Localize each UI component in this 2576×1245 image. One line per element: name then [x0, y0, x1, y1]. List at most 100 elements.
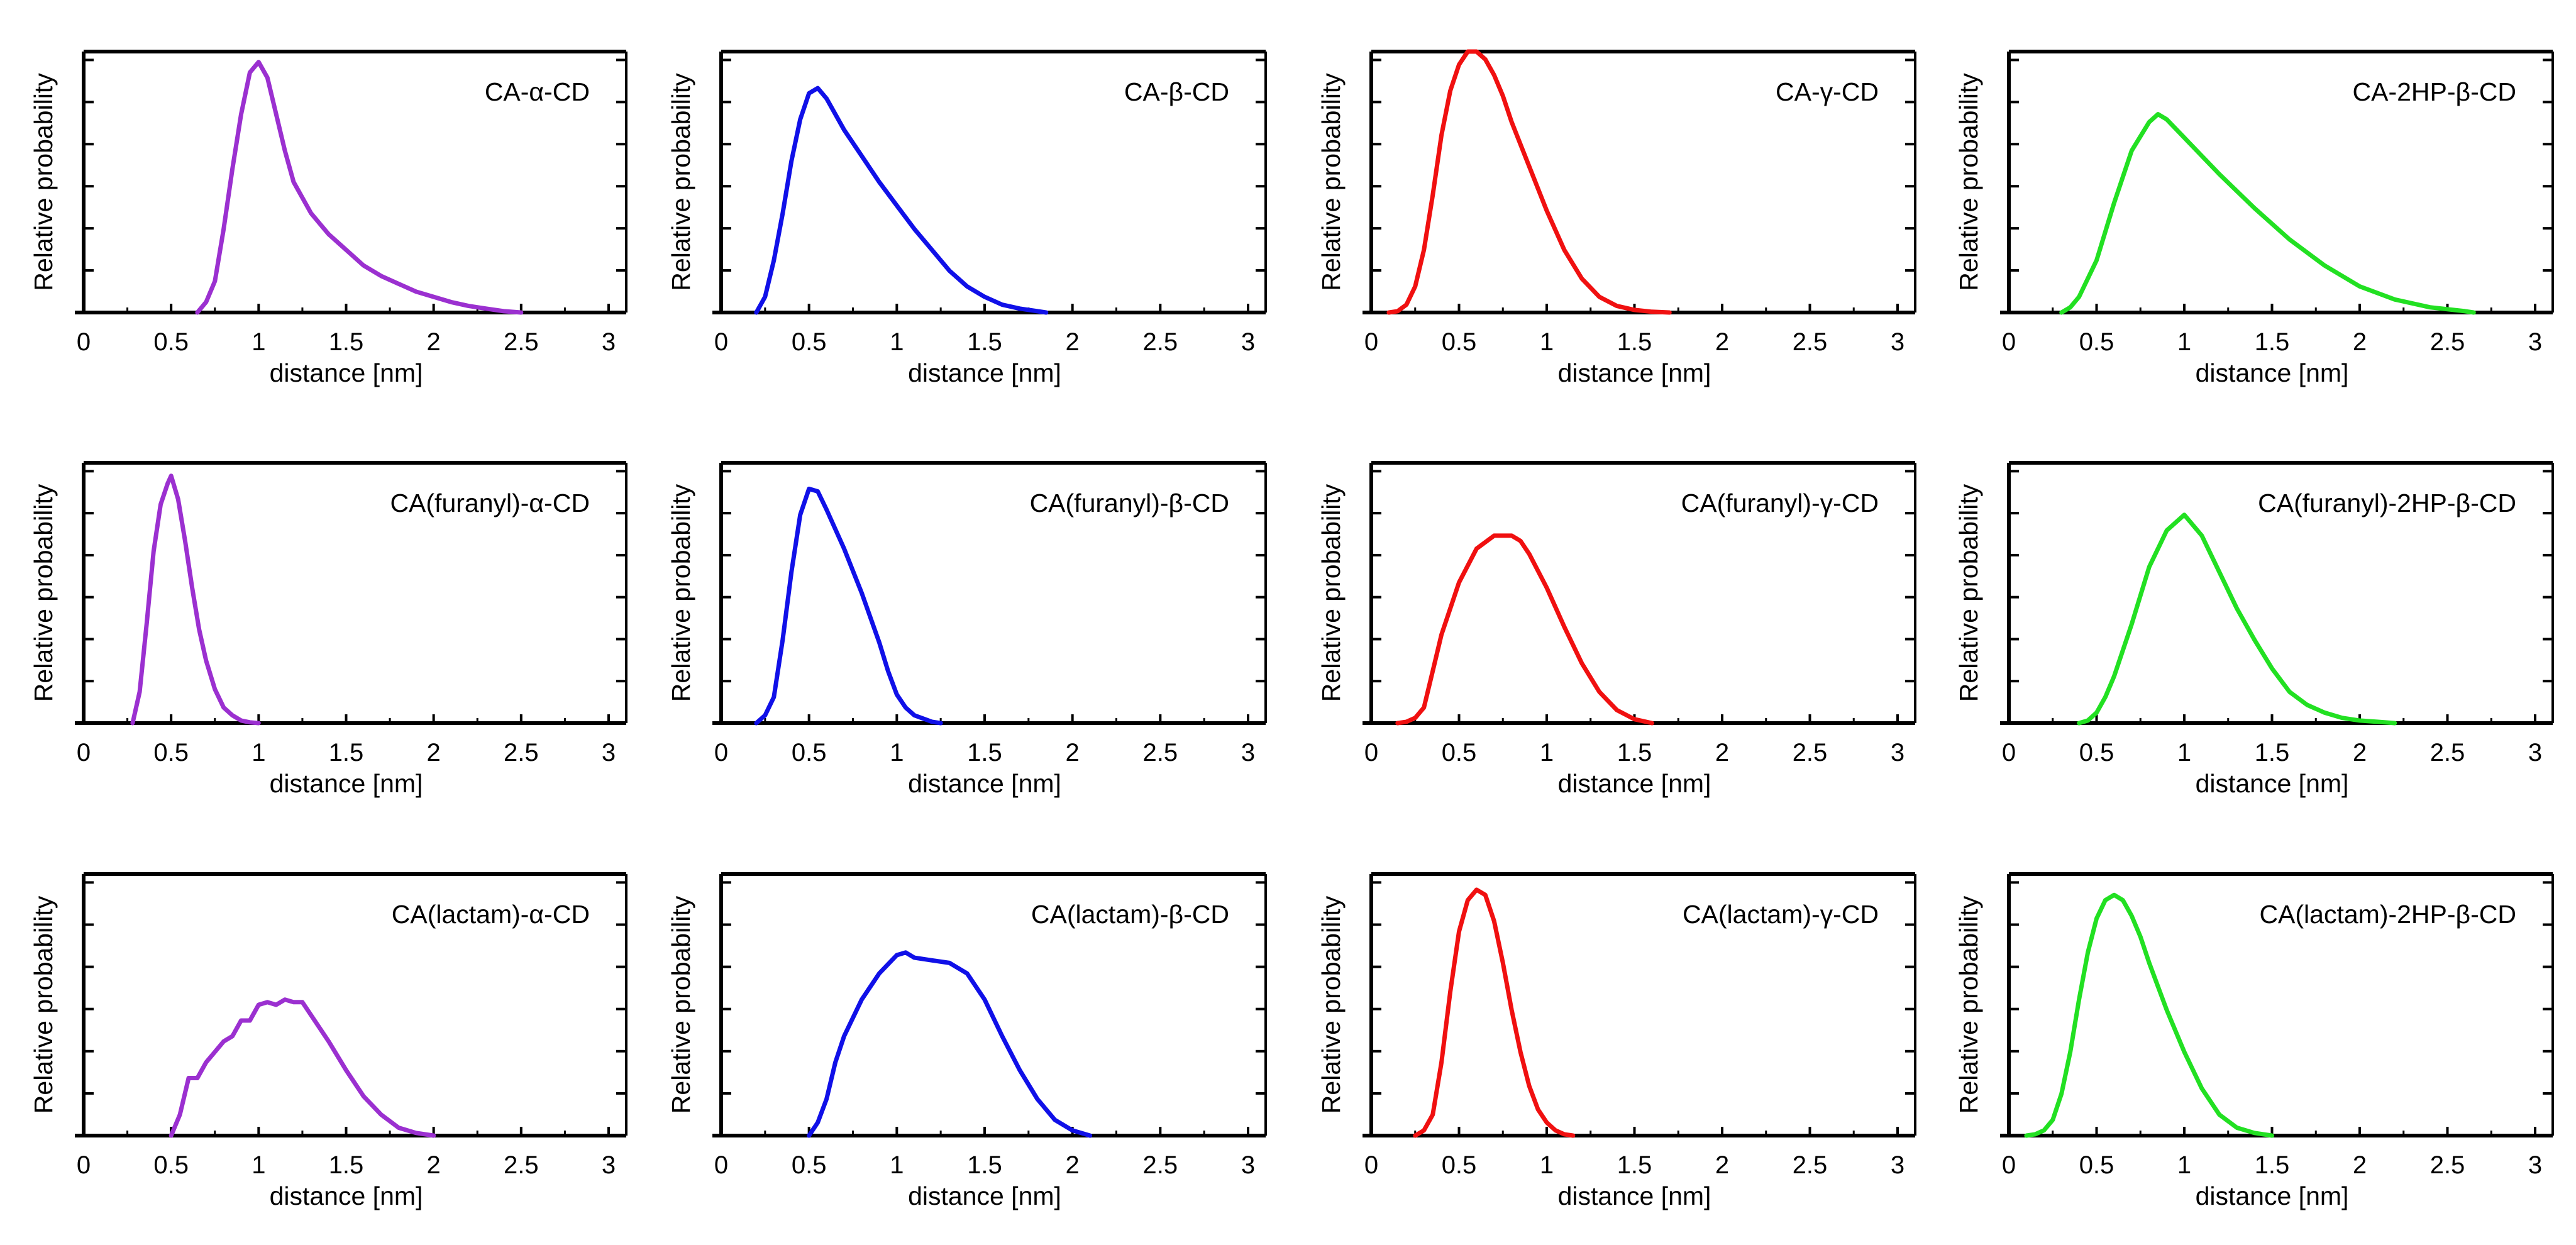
x-tick-label: 2.5 — [1793, 1151, 1828, 1179]
x-tick-label: 1.5 — [2255, 1151, 2290, 1179]
x-tick-label: 0 — [1364, 328, 1378, 356]
x-tick-label: 2.5 — [2430, 328, 2465, 356]
x-tick-label: 0.5 — [792, 328, 827, 356]
series-line — [754, 486, 943, 726]
x-tick-label: 0.5 — [153, 328, 189, 356]
x-tick-label: 3 — [602, 739, 616, 766]
panel-7: 0 0.5 1 1.5 2 2.5 3 distance [nm] Relative proba… — [1317, 461, 1916, 798]
x-axis-label: distance [nm] — [908, 358, 1061, 387]
y-axis-label: Relative probability — [1954, 484, 1983, 702]
x-axis-label: distance [nm] — [1558, 358, 1711, 387]
x-tick-label: 1 — [2177, 1151, 2191, 1179]
x-tick-label: 2.5 — [1143, 739, 1178, 766]
x-tick-label: 2.5 — [504, 1151, 539, 1179]
panel-title: CA(lactam)-2HP-β-CD — [2259, 900, 2516, 929]
x-tick-label: 3 — [1241, 328, 1255, 356]
x-tick-label: 1.5 — [329, 739, 364, 766]
x-tick-label: 1 — [252, 328, 265, 356]
series-line — [2024, 892, 2274, 1138]
x-tick-label: 3 — [602, 1151, 616, 1179]
y-axis-label: Relative probability — [666, 73, 695, 291]
x-tick-label: 0 — [714, 739, 728, 766]
x-tick-label: 1.5 — [329, 1151, 364, 1179]
x-tick-label: 2 — [427, 739, 441, 766]
x-tick-label: 0.5 — [1442, 328, 1477, 356]
x-tick-label: 0 — [2002, 1151, 2016, 1179]
x-tick-label: 2 — [2353, 739, 2367, 766]
x-tick-label: 0.5 — [2079, 1151, 2114, 1179]
x-tick-label: 1 — [890, 328, 904, 356]
x-tick-label: 1 — [890, 1151, 904, 1179]
y-axis-label: Relative probability — [1954, 73, 1983, 291]
x-tick-label: 0 — [714, 328, 728, 356]
x-axis-label: distance [nm] — [1558, 1181, 1711, 1210]
panel-6: 0 0.5 1 1.5 2 2.5 3 distance [nm] Relative proba… — [666, 461, 1267, 798]
x-tick-label: 3 — [1891, 328, 1904, 356]
x-tick-label: 2 — [427, 328, 441, 356]
x-tick-label: 0.5 — [2079, 739, 2114, 766]
x-tick-label: 2 — [1715, 328, 1729, 356]
x-tick-label: 0 — [1364, 1151, 1378, 1179]
panel-title: CA(furanyl)-α-CD — [390, 489, 590, 517]
x-axis-label: distance [nm] — [908, 1181, 1061, 1210]
panel-2: 0 0.5 1 1.5 2 2.5 3 distance [nm] Relative proba… — [666, 50, 1267, 387]
x-tick-label: 2.5 — [504, 739, 539, 766]
x-tick-label: 0.5 — [792, 1151, 827, 1179]
x-tick-label: 2 — [2353, 1151, 2367, 1179]
panel-11: 0 0.5 1 1.5 2 2.5 3 distance [nm] Relative proba… — [1317, 872, 1916, 1210]
x-tick-label: 2 — [1715, 1151, 1729, 1179]
panel-title: CA(lactam)-α-CD — [392, 900, 590, 929]
x-tick-label: 3 — [2528, 328, 2542, 356]
x-tick-label: 1 — [2177, 739, 2191, 766]
x-tick-label: 1.5 — [967, 739, 1002, 766]
x-axis-label: distance [nm] — [2196, 358, 2349, 387]
series-line — [1413, 887, 1576, 1138]
y-axis-label: Relative probability — [666, 484, 695, 702]
x-tick-label: 0 — [2002, 739, 2016, 766]
x-tick-label: 2 — [1066, 739, 1080, 766]
x-tick-label: 1 — [252, 739, 265, 766]
y-axis-label: Relative probability — [29, 484, 58, 702]
x-tick-label: 2.5 — [2430, 739, 2465, 766]
y-axis-label: Relative probability — [666, 895, 695, 1114]
x-tick-label: 0.5 — [153, 1151, 189, 1179]
x-tick-label: 0 — [77, 328, 91, 356]
series-line — [807, 950, 1093, 1138]
x-tick-label: 1 — [1540, 739, 1554, 766]
panel-8: 0 0.5 1 1.5 2 2.5 3 distance [nm] Relative proba… — [1954, 461, 2554, 798]
series-line — [2077, 512, 2397, 726]
x-tick-label: 1 — [890, 739, 904, 766]
x-tick-label: 3 — [1891, 739, 1904, 766]
x-tick-label: 1.5 — [1617, 328, 1652, 356]
panel-title: CA(lactam)-β-CD — [1031, 900, 1229, 929]
panel-4: 0 0.5 1 1.5 2 2.5 3 distance [nm] Relative proba… — [1954, 50, 2554, 387]
panel-title: CA-γ-CD — [1776, 77, 1879, 106]
x-tick-label: 1.5 — [967, 1151, 1002, 1179]
x-tick-label: 2.5 — [1793, 739, 1828, 766]
x-axis-label: distance [nm] — [2196, 1181, 2349, 1210]
x-tick-label: 2 — [2353, 328, 2367, 356]
x-tick-label: 0 — [1364, 739, 1378, 766]
x-tick-label: 1.5 — [329, 328, 364, 356]
x-tick-label: 3 — [1891, 1151, 1904, 1179]
x-tick-label: 2 — [1066, 1151, 1080, 1179]
panel-title: CA(lactam)-γ-CD — [1683, 900, 1879, 929]
x-tick-label: 2.5 — [2430, 1151, 2465, 1179]
series-line — [1395, 533, 1654, 726]
x-tick-label: 0 — [714, 1151, 728, 1179]
series-line — [1386, 49, 1672, 315]
x-tick-label: 0.5 — [1442, 1151, 1477, 1179]
y-axis-label: Relative probability — [1317, 895, 1346, 1114]
x-tick-label: 2 — [1715, 739, 1729, 766]
x-tick-label: 2.5 — [504, 328, 539, 356]
panel-title: CA(furanyl)-β-CD — [1030, 489, 1229, 517]
y-axis-label: Relative probability — [1317, 73, 1346, 291]
x-tick-label: 0.5 — [2079, 328, 2114, 356]
panel-title: CA-2HP-β-CD — [2353, 77, 2516, 106]
panel-12: 0 0.5 1 1.5 2 2.5 3 distance [nm] Relative proba… — [1954, 872, 2554, 1210]
x-axis-label: distance [nm] — [270, 1181, 423, 1210]
x-tick-label: 2.5 — [1143, 328, 1178, 356]
panel-title: CA(furanyl)-γ-CD — [1681, 489, 1879, 517]
x-axis-label: distance [nm] — [270, 769, 423, 798]
